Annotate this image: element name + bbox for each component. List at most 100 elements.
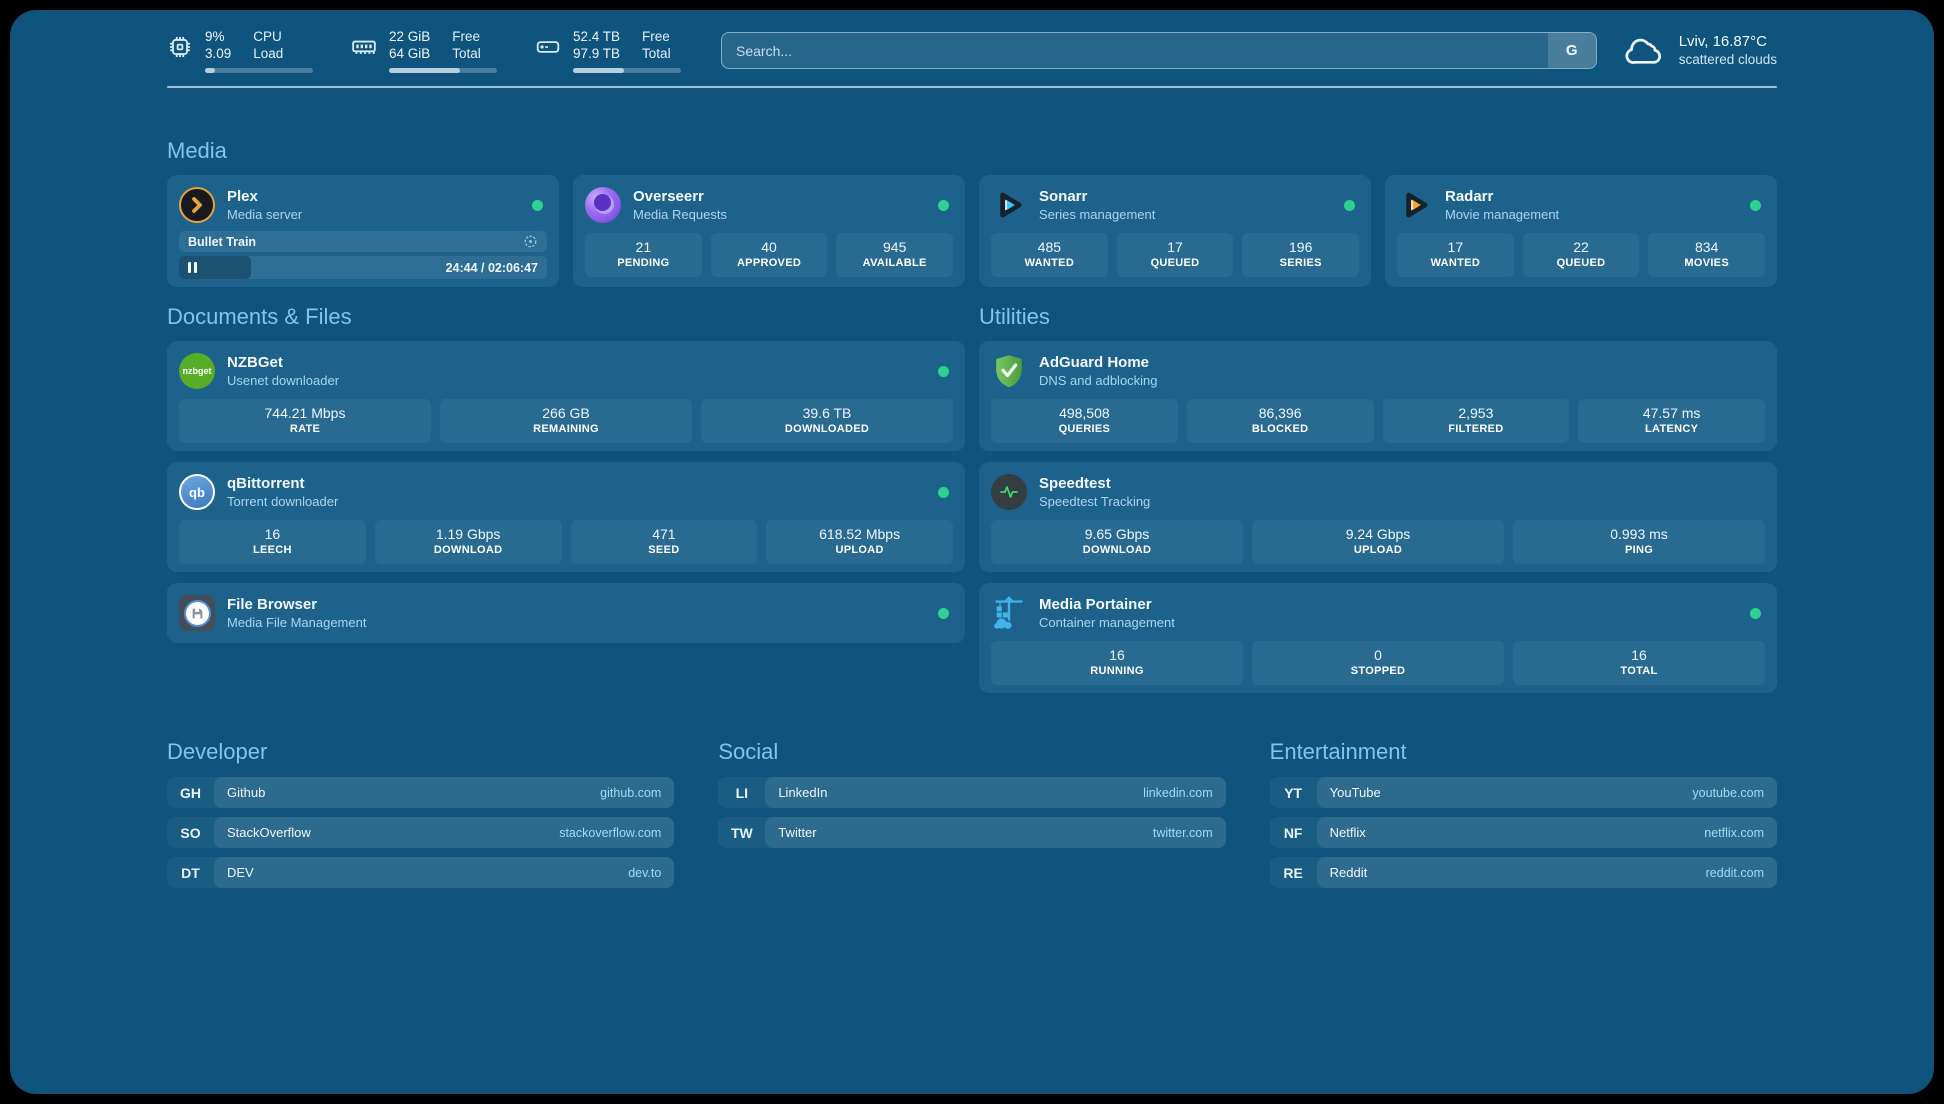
overseerr-title: Overseerr	[633, 188, 704, 205]
qbittorrent-stat-leech: 16 LEECH	[179, 520, 366, 564]
qbittorrent-stat-download: 1.19 Gbps DOWNLOAD	[374, 520, 562, 564]
filebrowser-subtitle: Media File Management	[227, 615, 367, 630]
bookmark-abbr: SO	[180, 824, 201, 841]
bookmark-abbr: GH	[180, 784, 201, 801]
bookmark-url: twitter.com	[1152, 825, 1213, 840]
cpu-usage-label: CPU	[253, 29, 282, 44]
resource-widgets: 9% 3.09 CPU Load	[167, 28, 681, 73]
bookmark-linkedin[interactable]: LI LinkedIn linkedin.com	[718, 777, 1226, 808]
portainer-stat-stopped: 0 STOPPED	[1252, 641, 1504, 685]
ram-total-label: Total	[452, 46, 481, 61]
filebrowser-card[interactable]: File Browser Media File Management	[167, 583, 965, 643]
bookmark-name: StackOverflow	[227, 825, 311, 840]
bookmark-url: linkedin.com	[1143, 785, 1213, 800]
cpu-load-value: 3.09	[205, 46, 232, 61]
sonarr-card[interactable]: Sonarr Series management 485 WANTED 17 Q…	[979, 175, 1371, 287]
sonarr-stat-queued: 17 QUEUED	[1116, 233, 1234, 277]
speedtest-subtitle: Speedtest Tracking	[1039, 494, 1151, 509]
disk-free-label: Free	[642, 29, 670, 44]
sonarr-icon	[991, 187, 1027, 223]
radarr-stat-queued: 22 QUEUED	[1522, 233, 1640, 277]
qbittorrent-icon: qb	[179, 474, 215, 510]
topbar-divider	[167, 86, 1777, 88]
sonarr-title: Sonarr	[1039, 188, 1088, 205]
cpu-progress-bar	[205, 68, 313, 73]
bookmark-youtube[interactable]: YT YouTube youtube.com	[1269, 777, 1777, 808]
bookmark-abbr: NF	[1283, 824, 1303, 841]
portainer-icon	[991, 595, 1027, 631]
nzbget-stat-rate: 744.21 Mbps RATE	[179, 399, 431, 443]
search-engine-button[interactable]: G	[1547, 33, 1596, 68]
bookmark-github[interactable]: GH Github github.com	[167, 777, 675, 808]
bookmark-stackoverflow[interactable]: SO StackOverflow stackoverflow.com	[167, 817, 675, 848]
overseerr-card[interactable]: Overseerr Media Requests 21 PENDING 40 A…	[573, 175, 965, 287]
portainer-card[interactable]: Media Portainer Container management 16 …	[979, 583, 1777, 693]
bookmark-url: netflix.com	[1704, 825, 1764, 840]
search-bar: G	[721, 32, 1597, 69]
portainer-stat-running: 16 RUNNING	[991, 641, 1243, 685]
nzbget-stat-remaining: 266 GB REMAINING	[440, 399, 692, 443]
plex-card[interactable]: Plex Media server Bullet Train 24:44 /	[167, 175, 559, 287]
speedtest-card[interactable]: Speedtest Speedtest Tracking 9.65 Gbps D…	[979, 462, 1777, 572]
adguard-stat-latency: 47.57 ms LATENCY	[1578, 399, 1765, 443]
section-heading-media: Media	[167, 138, 227, 163]
radarr-stat-movies: 834 MOVIES	[1648, 233, 1766, 277]
disk-widget: 52.4 TB 97.9 TB Free Total	[535, 28, 681, 73]
section-heading-entertainment: Entertainment	[1269, 739, 1407, 764]
cpu-load-label: Load	[253, 46, 284, 61]
portainer-stat-total: 16 TOTAL	[1513, 641, 1765, 685]
bookmark-abbr: DT	[181, 864, 200, 881]
disk-total-label: Total	[642, 46, 671, 61]
speedtest-icon	[991, 474, 1027, 510]
speedtest-stat-upload: 9.24 Gbps UPLOAD	[1252, 520, 1504, 564]
portainer-status-dot	[1750, 607, 1761, 619]
entertainment-links: YT YouTube youtube.com NF Netflix netflix.…	[1269, 777, 1777, 888]
filebrowser-title: File Browser	[227, 596, 318, 613]
ram-icon	[352, 40, 376, 54]
bookmark-name: Netflix	[1329, 825, 1366, 840]
nzbget-card[interactable]: nzbget NZBGet Usenet downloader 744.21 M…	[167, 341, 965, 451]
plex-now-playing-row: Bullet Train	[179, 231, 547, 252]
plex-icon	[179, 187, 215, 223]
radarr-title: Radarr	[1445, 188, 1494, 205]
section-heading-documents: Documents & Files	[167, 304, 352, 329]
pause-icon[interactable]	[188, 262, 197, 273]
adguard-title: AdGuard Home	[1039, 354, 1150, 371]
section-heading-developer: Developer	[167, 739, 268, 764]
cpu-widget: 9% 3.09 CPU Load	[167, 28, 313, 73]
plex-playback-progress[interactable]: 24:44 / 02:06:47	[179, 256, 547, 279]
bookmark-netflix[interactable]: NF Netflix netflix.com	[1269, 817, 1777, 848]
qbittorrent-card[interactable]: qb qBittorrent Torrent downloader 16 LEE…	[167, 462, 965, 572]
filebrowser-icon	[179, 595, 215, 631]
ram-free-value: 22 GiB	[389, 29, 431, 44]
adguard-card[interactable]: AdGuard Home DNS and adblocking 498,508 …	[979, 341, 1777, 451]
bookmark-name: Github	[227, 785, 266, 800]
ram-free-label: Free	[452, 29, 481, 44]
disk-free-value: 52.4 TB	[573, 29, 621, 44]
sonarr-stat-series: 196 SERIES	[1242, 233, 1360, 277]
plex-now-playing-title: Bullet Train	[188, 234, 257, 249]
nzbget-icon: nzbget	[179, 353, 215, 389]
overseerr-stat-available: 945 AVAILABLE	[836, 233, 954, 277]
speedtest-title: Speedtest	[1039, 475, 1111, 492]
adguard-stat-queries: 498,508 QUERIES	[991, 399, 1178, 443]
search-input[interactable]	[722, 33, 1548, 68]
bookmark-name: Twitter	[778, 825, 817, 840]
nzbget-status-dot	[938, 365, 949, 377]
bookmark-url: github.com	[600, 785, 662, 800]
plex-status-dot	[532, 199, 543, 211]
overseerr-subtitle: Media Requests	[633, 207, 727, 222]
bookmark-dev[interactable]: DT DEV dev.to	[167, 857, 675, 888]
qbittorrent-stat-seed: 471 SEED	[570, 520, 758, 564]
media-card-grid: Plex Media server Bullet Train 24:44 /	[167, 175, 1777, 287]
overseerr-stat-approved: 40 APPROVED	[710, 233, 828, 277]
bookmark-reddit[interactable]: RE Reddit reddit.com	[1269, 857, 1777, 888]
bookmark-twitter[interactable]: TW Twitter twitter.com	[718, 817, 1226, 848]
nzbget-subtitle: Usenet downloader	[227, 373, 340, 388]
camera-lens-icon[interactable]	[523, 234, 538, 249]
bookmark-name: LinkedIn	[778, 785, 828, 800]
ram-progress-bar	[389, 68, 497, 73]
bookmark-url: reddit.com	[1705, 865, 1764, 880]
disk-progress-bar	[573, 68, 681, 73]
radarr-card[interactable]: Radarr Movie management 17 WANTED 22 QUE…	[1385, 175, 1777, 287]
